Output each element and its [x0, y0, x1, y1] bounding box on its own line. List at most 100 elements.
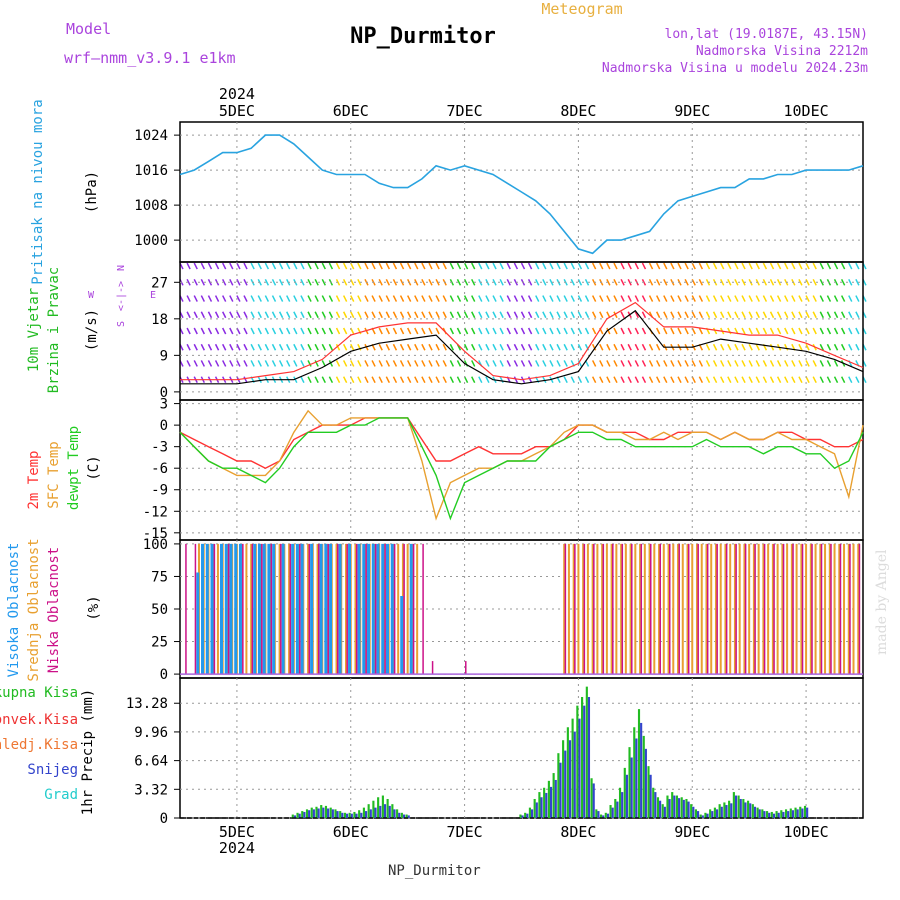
wind-barb	[798, 343, 803, 351]
wind-barb	[428, 311, 433, 319]
model-label: Model	[66, 20, 111, 38]
wind-barb	[350, 295, 355, 302]
wind-barb	[755, 360, 760, 367]
wind-barb	[762, 376, 768, 384]
precip-snow-bar	[402, 814, 406, 818]
wind-barb	[535, 278, 540, 286]
precip-snow-bar	[630, 757, 633, 818]
wind-barb	[250, 295, 255, 302]
wind-barb	[222, 295, 227, 302]
wind-barb	[257, 262, 262, 270]
wind-barb	[456, 376, 462, 384]
precip-snow-bar	[379, 805, 382, 818]
wind-barb	[613, 343, 618, 351]
wind-barb	[606, 295, 611, 302]
precip-snow-bar	[668, 798, 671, 818]
wind-barb	[399, 376, 405, 384]
wind-barb	[663, 311, 668, 319]
wind-barb	[819, 343, 824, 351]
wind-barb	[848, 295, 853, 302]
wind-barb	[264, 360, 270, 367]
wind-barb	[335, 376, 341, 384]
wind-barb	[200, 262, 206, 270]
wind-barb	[819, 376, 824, 384]
precip-snow-bar	[739, 798, 742, 818]
precip-snow-bar	[787, 811, 790, 818]
wind-barb	[207, 343, 213, 351]
precip-total-bar	[348, 812, 351, 818]
wind-barb	[734, 376, 739, 384]
wind-barb	[471, 262, 476, 270]
wind-barb	[613, 376, 618, 384]
wind-barb	[855, 376, 860, 384]
wind-barb	[848, 311, 853, 319]
wind-barb	[805, 311, 810, 319]
wind-barb	[271, 262, 277, 270]
wind-barb	[328, 311, 334, 319]
temperature-panel	[179, 399, 864, 541]
wind-dir-south: S	[116, 321, 127, 327]
precip-snow-bar	[625, 774, 628, 818]
wind-barb	[414, 376, 419, 384]
wind-barb-field	[179, 262, 867, 384]
wind-barb	[229, 278, 234, 286]
wind-barb	[769, 343, 775, 351]
temp-legend-2m: 2m Temp	[26, 450, 42, 509]
wind-barb	[471, 278, 476, 286]
wind-barb	[335, 327, 341, 335]
precip-snow-bar	[682, 799, 685, 818]
precip-total-bar	[666, 795, 669, 818]
wind-barb	[705, 376, 711, 384]
wind-barb	[350, 360, 355, 367]
wind-barb	[677, 327, 682, 335]
temp-legend-dewpt: dewpt Temp	[66, 426, 82, 510]
wind-barb	[449, 360, 455, 367]
precip-total-bar	[637, 709, 641, 818]
elevation-label: Nadmorska Visina 2212m	[696, 44, 868, 59]
wind-barb	[207, 360, 213, 367]
precip-snow-bar	[549, 786, 553, 818]
bottom-day-label: 6DEC	[333, 823, 369, 841]
wind-barb	[620, 376, 625, 384]
wind-barb	[520, 327, 526, 335]
wind-barb	[229, 343, 234, 351]
wind-barb	[186, 343, 191, 351]
wind-barb	[634, 311, 640, 319]
wind-barb	[449, 343, 455, 351]
wind-barb	[364, 295, 369, 302]
wind-barb	[627, 343, 632, 351]
precip-snow-bar	[763, 811, 766, 818]
precip-total-bar	[543, 787, 546, 818]
wind-barb	[663, 360, 668, 367]
wind-barb	[307, 311, 312, 319]
precip-snow-bar	[530, 809, 534, 818]
credit-watermark: made by Angel	[874, 549, 890, 655]
wind-barb	[855, 295, 860, 302]
precip-snow-bar	[559, 762, 562, 818]
wind-barb	[762, 311, 768, 319]
wind-barb	[506, 327, 511, 335]
precip-total-bar	[590, 778, 593, 818]
wind-barb	[663, 278, 668, 286]
wind-barb	[385, 376, 390, 384]
wind-barb	[784, 343, 789, 351]
wind-barb	[542, 343, 547, 351]
wind-barb	[278, 262, 284, 270]
wind-barb	[848, 327, 853, 335]
precip-total-bar	[405, 814, 408, 818]
precip-total-bar	[775, 811, 778, 818]
wind-barb	[250, 360, 255, 367]
precip-total-bar	[742, 798, 745, 818]
precip-total-bar	[614, 798, 617, 818]
y-tick-label: -15	[143, 526, 168, 542]
wind-barb	[307, 376, 312, 384]
precip-total-bar	[799, 806, 802, 818]
precip-total-bar	[770, 811, 773, 818]
wind-barb	[705, 311, 711, 319]
wind-barb	[414, 262, 419, 270]
wind-barb	[677, 295, 682, 302]
wind-barb	[712, 327, 718, 335]
wind-barb	[385, 311, 390, 319]
wind-barb	[570, 295, 575, 302]
wind-barb	[684, 295, 689, 302]
